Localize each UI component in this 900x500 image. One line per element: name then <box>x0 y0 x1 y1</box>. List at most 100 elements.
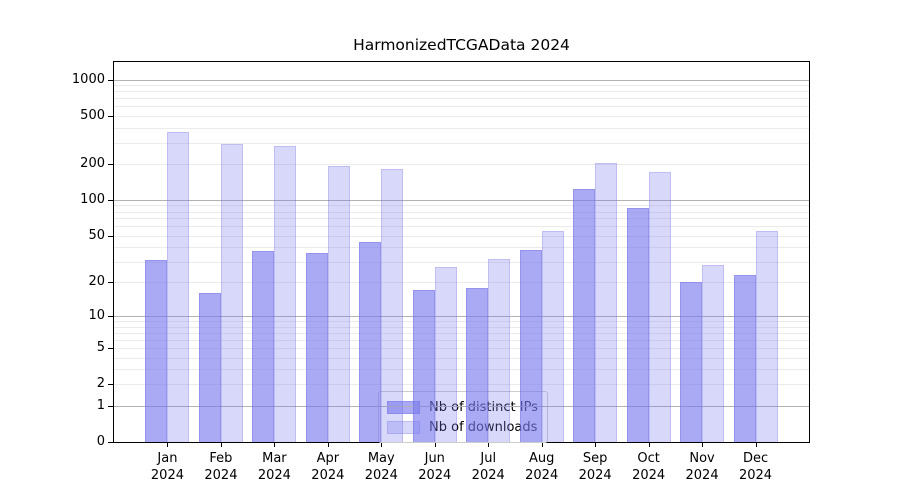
y-tick-mark <box>108 316 113 318</box>
y-tick-label: 10 <box>88 308 105 324</box>
y-tick-mark <box>108 442 113 443</box>
bar-downloads <box>220 144 243 442</box>
minor-gridline <box>114 218 809 220</box>
y-tick-mark <box>108 115 113 117</box>
x-tick-label: Sep 2024 <box>578 451 612 483</box>
x-tick-mark <box>648 443 650 447</box>
legend-item: Nb of downloads <box>387 417 538 437</box>
y-tick-label: 1000 <box>71 71 105 87</box>
minor-gridline <box>114 384 809 386</box>
bar-distinct-ips <box>305 252 328 442</box>
bar-downloads <box>488 258 511 442</box>
bar-distinct-ips <box>145 260 168 442</box>
y-tick-mark <box>108 79 113 81</box>
y-tick-mark <box>108 235 113 237</box>
minor-gridline <box>114 282 809 284</box>
minor-gridline <box>114 226 809 228</box>
bar-downloads <box>167 132 190 442</box>
bar-downloads <box>541 230 564 442</box>
minor-gridline <box>114 98 809 100</box>
minor-gridline <box>114 261 809 263</box>
y-tick-label: 2 <box>96 376 105 392</box>
bar-distinct-ips <box>252 251 275 442</box>
bar-downloads <box>434 267 457 442</box>
bar-distinct-ips <box>626 208 649 442</box>
bar-distinct-ips <box>573 188 596 442</box>
y-tick-label: 1 <box>96 397 105 413</box>
y-tick-label: 200 <box>80 155 105 171</box>
minor-gridline <box>114 106 809 108</box>
x-tick-mark <box>488 443 490 447</box>
x-tick-label: Jan 2024 <box>150 451 184 483</box>
y-tick-label: 500 <box>80 107 105 123</box>
minor-gridline <box>114 142 809 144</box>
x-tick-mark <box>702 443 704 447</box>
major-gridline <box>114 79 809 81</box>
x-tick-mark <box>167 443 169 447</box>
bar-distinct-ips <box>359 242 382 442</box>
x-tick-mark <box>755 443 757 447</box>
bar-downloads <box>381 169 404 442</box>
y-tick-label: 5 <box>96 340 105 356</box>
minor-gridline <box>114 127 809 129</box>
bar-downloads <box>648 171 671 442</box>
y-tick-label: 100 <box>80 191 105 207</box>
x-tick-label: Feb 2024 <box>204 451 238 483</box>
minor-gridline <box>114 326 809 328</box>
legend: Nb of distinct IPsNb of downloads <box>378 391 548 443</box>
minor-gridline <box>114 91 809 93</box>
bar-downloads <box>755 230 778 442</box>
chart-title: HarmonizedTCGAData 2024 <box>353 36 570 54</box>
major-gridline <box>114 199 809 201</box>
bar-distinct-ips <box>412 290 435 442</box>
x-tick-mark <box>541 443 543 447</box>
y-tick-mark <box>108 199 113 201</box>
y-tick-mark <box>108 348 113 350</box>
plot-area: Nb of distinct IPsNb of downloads <box>113 61 810 443</box>
x-tick-mark <box>220 443 222 447</box>
major-gridline <box>114 405 809 407</box>
y-tick-mark <box>108 163 113 165</box>
minor-gridline <box>114 163 809 165</box>
x-tick-label: Dec 2024 <box>738 451 773 483</box>
x-tick-mark <box>274 443 276 447</box>
x-tick-label: Nov 2024 <box>685 451 719 483</box>
minor-gridline <box>114 369 809 371</box>
y-tick-mark <box>108 405 113 407</box>
bar-distinct-ips <box>519 249 542 442</box>
x-tick-label: Jul 2024 <box>471 451 505 483</box>
x-tick-label: May 2024 <box>364 451 398 483</box>
x-tick-label: Oct 2024 <box>632 451 666 483</box>
x-tick-mark <box>381 443 383 447</box>
x-tick-label: Apr 2024 <box>311 451 345 483</box>
minor-gridline <box>114 211 809 213</box>
bar-downloads <box>702 265 725 442</box>
y-tick-label: 20 <box>88 274 105 290</box>
minor-gridline <box>114 321 809 323</box>
x-tick-label: Jun 2024 <box>418 451 452 483</box>
minor-gridline <box>114 205 809 207</box>
bar-distinct-ips <box>198 293 221 442</box>
bar-downloads <box>274 145 297 442</box>
bar-distinct-ips <box>733 275 756 442</box>
minor-gridline <box>114 339 809 341</box>
bar-distinct-ips <box>466 287 489 442</box>
y-tick-mark <box>108 384 113 386</box>
minor-gridline <box>114 332 809 334</box>
bar-downloads <box>595 162 618 442</box>
x-tick-label: Aug 2024 <box>525 451 559 483</box>
x-tick-label: Mar 2024 <box>257 451 291 483</box>
minor-gridline <box>114 85 809 87</box>
bar-downloads <box>327 165 350 442</box>
minor-gridline <box>114 348 809 350</box>
y-tick-label: 0 <box>96 434 105 449</box>
legend-item: Nb of distinct IPs <box>387 397 538 417</box>
x-tick-mark <box>327 443 329 447</box>
x-tick-mark <box>595 443 597 447</box>
y-tick-label: 50 <box>88 227 105 243</box>
bar-distinct-ips <box>680 282 703 442</box>
minor-gridline <box>114 115 809 117</box>
minor-gridline <box>114 235 809 237</box>
major-gridline <box>114 316 809 318</box>
